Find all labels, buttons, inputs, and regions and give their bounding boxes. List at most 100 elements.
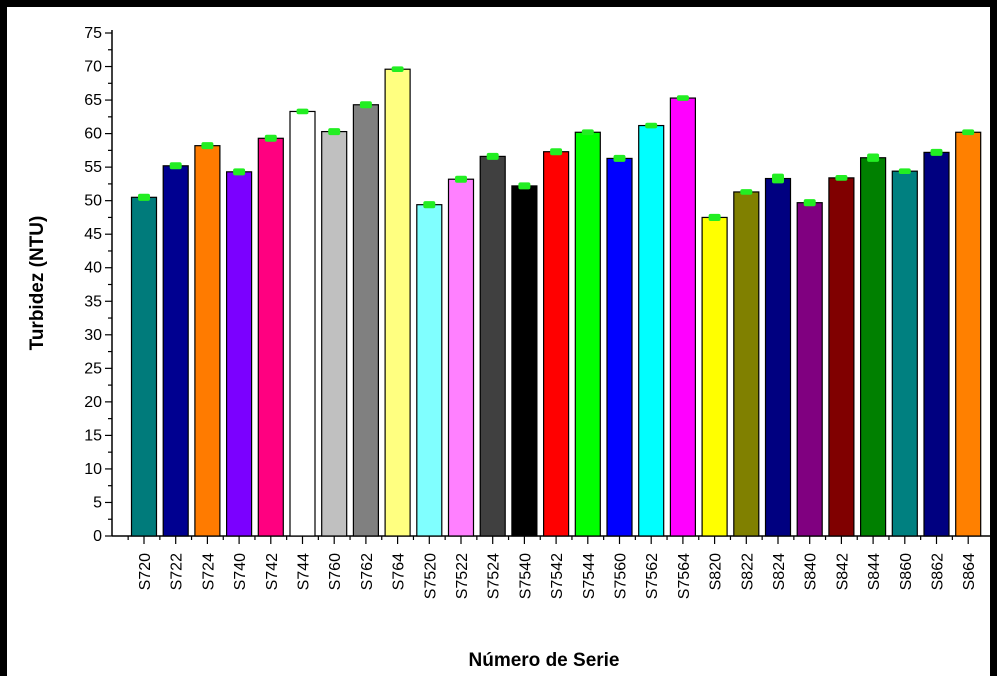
x-tick-label: S864: [961, 553, 978, 590]
bar-s764: [384, 68, 411, 537]
error-bar: [898, 168, 911, 174]
bar-s862: [923, 151, 950, 537]
y-tick-label: 10: [84, 461, 102, 478]
y-tick-label: 40: [84, 260, 102, 277]
y-tick-label: 0: [93, 528, 102, 545]
error-bar: [835, 175, 848, 181]
x-tick-label: S840: [803, 553, 820, 590]
y-tick-label: 50: [84, 193, 102, 210]
error-bar: [359, 101, 372, 109]
x-tick-label: S744: [296, 553, 313, 590]
x-tick-label: S742: [264, 553, 281, 590]
bar-s722: [162, 165, 189, 537]
y-tick-label: 65: [84, 92, 102, 109]
error-bar: [518, 182, 531, 190]
x-tick-label: S7520: [422, 553, 439, 599]
bar-s720: [130, 196, 158, 537]
error-bar: [328, 128, 341, 136]
y-tick-label: 5: [93, 494, 102, 511]
bar-s860: [891, 170, 918, 537]
x-tick-label: S740: [232, 553, 249, 590]
error-bar: [201, 142, 214, 150]
x-tick-label: S7522: [454, 553, 471, 599]
bar-s820: [701, 216, 728, 537]
bar-s7522: [447, 178, 475, 537]
bar-s7524: [479, 155, 506, 537]
error-bar: [740, 189, 753, 195]
error-bar: [708, 213, 721, 221]
x-tick-label: S760: [327, 553, 344, 590]
bar-s762: [352, 104, 379, 537]
bar-s844: [859, 157, 887, 537]
x-tick-label: S764: [391, 553, 408, 590]
x-tick-label: S844: [866, 553, 883, 590]
x-tick-label: S862: [930, 553, 947, 590]
bar-chart: 0 5 10 15 20 25 30 35 40 45 50 55 60 65 70 75 S720 S722 S7…: [27, 25, 990, 671]
x-tick-label: S860: [898, 553, 915, 590]
x-axis-title: Número de Serie: [469, 650, 620, 671]
error-bar: [772, 173, 784, 184]
y-tick-label: 15: [84, 427, 102, 444]
x-tick-label: S842: [834, 553, 851, 590]
y-axis-title: Turbidez (NTU): [27, 216, 48, 351]
x-tick-label: S7524: [486, 553, 503, 599]
x-tick-label: S724: [200, 553, 217, 590]
bar-s842: [828, 177, 855, 537]
bar-s822: [733, 191, 760, 537]
x-tick-label: S7540: [517, 553, 534, 599]
error-bar: [676, 95, 689, 101]
x-tick-label: S822: [739, 553, 756, 590]
bar-s7560: [606, 157, 633, 537]
y-tick-label: 25: [84, 360, 102, 377]
error-bar: [455, 175, 467, 183]
x-tick-label: S824: [771, 553, 788, 590]
error-bar: [613, 154, 626, 162]
x-tick-label: S7542: [549, 553, 566, 599]
error-bar: [550, 148, 563, 156]
plot-area: 0 5 10 15 20 25 30 35 40 45 50 55 60 65 70 75 S720 S722 S7…: [84, 25, 990, 599]
bar-s7520: [416, 204, 443, 537]
x-tick-label: S720: [137, 553, 154, 590]
bar-s840: [796, 202, 823, 537]
y-tick-label: 55: [84, 159, 102, 176]
error-bar: [486, 152, 499, 160]
error-bar: [867, 153, 880, 162]
y-tick-label: 45: [84, 226, 102, 243]
bar-s864: [955, 131, 982, 537]
bar-s7540: [511, 185, 538, 537]
y-tick-label: 75: [84, 25, 102, 42]
x-tick-label: S820: [708, 553, 725, 590]
error-bar: [264, 134, 277, 142]
error-bar: [645, 122, 658, 129]
bar-s824: [764, 177, 792, 537]
error-bar: [581, 129, 594, 136]
bar-s744: [289, 110, 316, 537]
x-tick-label: S762: [359, 553, 376, 590]
y-tick-label: 35: [84, 293, 102, 310]
y-tick-label: 30: [84, 327, 102, 344]
bar-s740: [226, 171, 253, 537]
bar-s7542: [542, 151, 570, 537]
y-tick-label: 20: [84, 394, 102, 411]
x-tick-label: S7564: [676, 553, 693, 599]
error-bar: [169, 162, 182, 170]
error-bar: [138, 193, 150, 201]
error-bar: [423, 201, 436, 209]
error-bar: [391, 66, 404, 73]
x-tick-label: S7544: [581, 553, 598, 599]
error-bar: [803, 199, 816, 207]
bar-s724: [194, 145, 221, 537]
bar-s7562: [638, 124, 665, 537]
x-tick-label: S722: [169, 553, 186, 590]
bar-s7544: [574, 131, 601, 537]
bar-s7564: [669, 97, 697, 537]
error-bar: [930, 148, 943, 156]
error-bar: [296, 108, 309, 115]
error-bar: [962, 129, 975, 136]
x-tick-label: S7562: [644, 553, 661, 599]
bar-s742: [257, 137, 284, 537]
y-tick-label: 70: [84, 59, 102, 76]
x-tick-label: S7560: [613, 553, 630, 599]
y-tick-label: 60: [84, 126, 102, 143]
